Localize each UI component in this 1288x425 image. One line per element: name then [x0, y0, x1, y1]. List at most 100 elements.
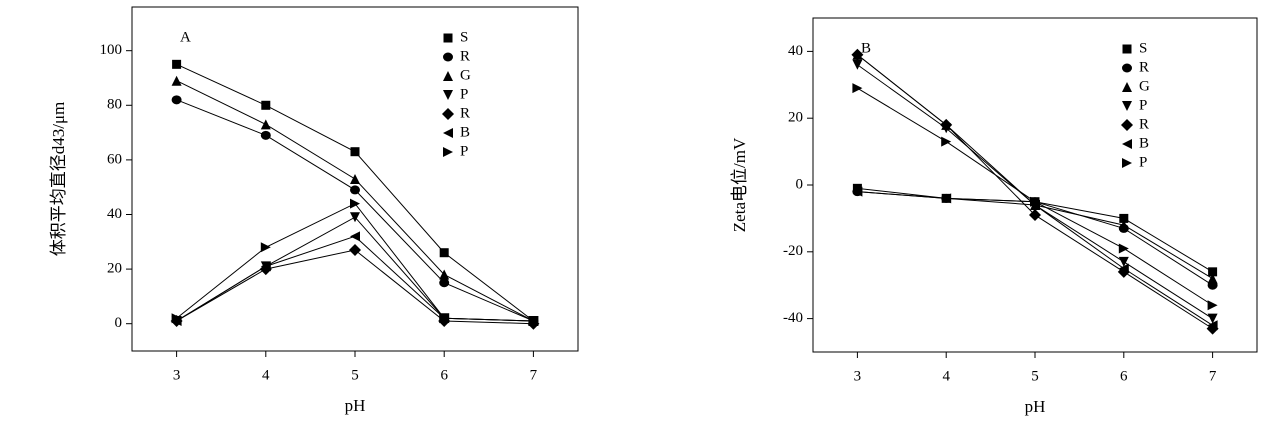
- legend-marker: [1121, 119, 1133, 131]
- data-point: [940, 118, 953, 131]
- legend-marker: [443, 52, 453, 62]
- legend-marker: [1122, 101, 1132, 111]
- legend-marker: [443, 33, 453, 43]
- data-point: [350, 147, 360, 157]
- data-point: [1118, 220, 1129, 231]
- data-point: [171, 313, 182, 324]
- legend-label: R: [460, 48, 470, 64]
- series-line: [857, 54, 1213, 330]
- data-point: [1030, 196, 1040, 207]
- data-point: [350, 185, 360, 195]
- data-point: [350, 212, 360, 223]
- data-point: [439, 269, 450, 280]
- data-point: [1207, 313, 1218, 324]
- x-tick-label: 6: [1120, 368, 1128, 384]
- x-tick-label: 6: [440, 367, 448, 383]
- x-tick-label: 4: [262, 367, 270, 383]
- legend-label: B: [460, 124, 470, 140]
- legend-label: R: [1139, 116, 1149, 132]
- legend-marker: [443, 128, 453, 138]
- data-point: [261, 100, 271, 110]
- legend-marker: [1122, 63, 1132, 73]
- y-tick-label: -20: [783, 243, 803, 259]
- data-point: [1118, 256, 1129, 267]
- series-line: [176, 216, 534, 322]
- x-tick-label: 3: [173, 367, 181, 383]
- data-point: [851, 48, 864, 61]
- data-point: [1029, 209, 1041, 222]
- data-point: [439, 278, 450, 288]
- data-point: [260, 119, 271, 130]
- x-axis-label: pH: [345, 396, 366, 415]
- data-point: [1208, 267, 1218, 277]
- legend-marker: [443, 71, 453, 81]
- legend-label: R: [460, 105, 470, 121]
- data-point: [172, 59, 182, 69]
- y-tick-label: 20: [788, 110, 803, 126]
- legend-label: R: [1139, 59, 1149, 75]
- panel-label: B: [861, 40, 871, 56]
- legend-label: P: [460, 143, 468, 159]
- legend-label: S: [460, 29, 468, 45]
- series-line: [857, 64, 1213, 320]
- data-point: [260, 130, 271, 140]
- legend-label: P: [1139, 97, 1147, 113]
- y-tick-label: 60: [107, 151, 122, 167]
- series-line: [857, 87, 1213, 306]
- y-tick-label: 40: [107, 206, 122, 222]
- legend-marker: [443, 90, 453, 100]
- legend-label: S: [1139, 40, 1147, 56]
- data-point: [528, 315, 539, 326]
- legend-marker: [1122, 44, 1132, 54]
- data-point: [171, 75, 182, 86]
- legend-label: G: [1139, 78, 1150, 94]
- legend-marker: [443, 147, 453, 157]
- legend-marker: [1122, 158, 1132, 168]
- legend-marker: [1122, 139, 1132, 149]
- data-point: [941, 193, 952, 204]
- data-point: [260, 261, 271, 272]
- data-point: [1118, 243, 1129, 254]
- y-axis-label: Zeta电位/mV: [730, 137, 749, 232]
- panel-label: A: [180, 29, 191, 45]
- data-point: [1207, 273, 1218, 284]
- series-line: [176, 249, 534, 325]
- x-tick-label: 7: [530, 367, 538, 383]
- data-point: [439, 313, 450, 324]
- legend-label: G: [460, 67, 471, 83]
- x-axis-label: pH: [1025, 397, 1046, 416]
- data-point: [852, 83, 863, 94]
- data-point: [1207, 300, 1218, 311]
- x-tick-label: 5: [1031, 368, 1039, 384]
- y-tick-label: -40: [783, 310, 803, 326]
- series-line: [176, 80, 534, 322]
- data-point: [852, 186, 863, 197]
- plot-frame: [812, 17, 1258, 353]
- x-tick-label: 5: [351, 367, 359, 383]
- x-tick-label: 7: [1209, 368, 1217, 384]
- data-point: [1118, 263, 1129, 274]
- y-tick-label: 0: [115, 315, 123, 331]
- y-tick-label: 40: [788, 43, 803, 59]
- legend-label: P: [1139, 154, 1147, 170]
- series-line: [857, 54, 1213, 279]
- data-point: [350, 198, 360, 209]
- data-point: [171, 95, 182, 105]
- data-point: [852, 59, 863, 70]
- x-tick-label: 4: [942, 368, 950, 384]
- data-point: [439, 248, 449, 258]
- legend-marker: [1122, 82, 1132, 92]
- y-tick-label: 100: [100, 42, 123, 58]
- legend-marker: [442, 108, 454, 120]
- x-tick-label: 3: [854, 368, 862, 384]
- data-point: [1207, 320, 1218, 331]
- y-tick-label: 80: [107, 97, 122, 113]
- y-tick-label: 0: [796, 176, 804, 192]
- data-point: [260, 242, 271, 253]
- legend-label: P: [460, 86, 468, 102]
- y-axis-label: 体积平均直径d43/μm: [49, 102, 68, 257]
- data-point: [349, 243, 361, 256]
- y-tick-label: 20: [107, 261, 122, 277]
- legend-label: B: [1139, 135, 1149, 151]
